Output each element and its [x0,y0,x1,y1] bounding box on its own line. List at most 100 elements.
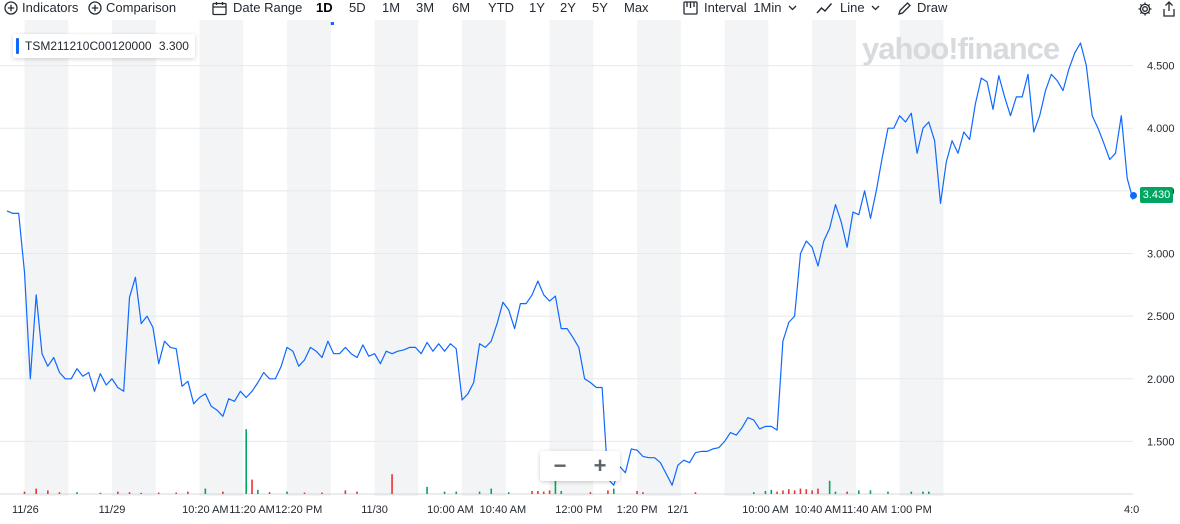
x-tick-label: 1:20 PM [617,504,658,516]
zoom-controls: − + [540,451,620,481]
x-tick-label: 10:20 AM [182,504,228,516]
draw-button[interactable]: Draw [897,0,947,18]
y-tick-label: 3.000 [1147,248,1175,260]
volume-bar [47,490,49,494]
indicators-button[interactable]: Indicators [4,0,78,18]
volume-bar [922,491,924,494]
volume-bar [140,492,142,494]
settings-gear-icon[interactable] [1137,1,1153,17]
x-tick-label: 11/29 [99,504,126,516]
range-1d[interactable]: 1D [316,0,333,15]
volume-bar [787,489,790,494]
volume-bar [251,479,253,494]
volume-bar [99,492,102,494]
volume-bar [537,491,539,494]
volume-bar [321,492,323,494]
draw-label: Draw [917,0,948,15]
volume-bar [303,492,306,494]
session-band [549,20,594,496]
interval-dropdown[interactable]: Interval 1Min [683,0,797,18]
session-band [812,20,856,496]
comparison-button[interactable]: Comparison [88,0,176,18]
range-1y[interactable]: 1Y [529,0,545,15]
range-6m[interactable]: 6M [452,0,471,15]
range-5d[interactable]: 5D [349,0,366,15]
range-max[interactable]: Max [624,0,649,15]
volume-bar [356,491,358,494]
date-range-button[interactable]: Date Range [212,0,302,18]
range-ytd[interactable]: YTD [488,0,514,15]
range-5y[interactable]: 5Y [592,0,608,15]
volume-bar [257,489,259,494]
volume-bar [443,491,446,494]
price-line [6,42,1134,486]
y-tick-label: 4.000 [1147,123,1175,135]
volume-bar [23,491,26,494]
x-tick-label: 10:00 AM [742,504,788,516]
chart-type-dropdown[interactable]: Line [816,0,880,18]
y-tick-label: 1.500 [1147,436,1175,448]
legend-symbol: TSM211210C00120000 [25,39,152,53]
volume-bar [560,491,563,494]
volume-bar [286,491,288,494]
volume-bar [344,490,347,494]
volume-bar [589,492,592,494]
x-tick-label: 10:40 AM [480,504,526,516]
volume-bar [828,480,831,494]
range-3m[interactable]: 3M [416,0,435,15]
x-tick-label: 11/30 [361,504,388,516]
volume-bar [770,489,773,494]
legend-value: 3.300 [158,39,189,53]
x-tick-label: 10:40 AM [795,504,841,516]
volume-bar [793,490,796,494]
session-band [24,20,69,496]
volume-bar [642,492,644,494]
volume-bar [548,490,551,494]
x-tick-label: 12:20 PM [275,504,322,516]
volume-bar [187,491,189,494]
y-tick-label: 4.500 [1147,61,1175,73]
yahoo-finance-watermark: yahoo!finance [862,31,1060,66]
session-band [462,20,506,496]
volume-bar [507,492,510,494]
series-legend[interactable]: TSM211210C00120000 3.300 [13,34,195,58]
volume-bar [245,429,248,494]
session-band [287,20,331,496]
volume-bar [391,474,393,494]
volume-bar [887,491,889,494]
volume-bar [694,492,697,494]
volume-bar [35,488,37,494]
volume-bar [478,491,481,494]
calendar-icon [212,2,227,16]
share-icon[interactable] [1162,1,1176,17]
volume-bars [23,429,930,494]
chart-type-label: Line [840,0,865,15]
volume-bar [204,488,207,494]
volume-bar [782,490,784,494]
zoom-in-button[interactable]: + [593,453,607,478]
volume-bar [817,488,819,494]
y-tick-label: 2.500 [1147,311,1175,323]
price-series-line [6,42,1134,486]
x-tick-label: 4:0 [1124,504,1139,516]
comparison-label: Comparison [106,0,177,15]
x-tick-label: 1:00 PM [891,504,932,516]
session-band [724,20,769,496]
ruler-icon [683,1,698,15]
x-tick-label: 11/26 [12,504,39,516]
volume-bar [928,491,930,494]
line-chart-icon [816,3,833,14]
session-band [637,20,681,496]
zoom-out-button[interactable]: − [553,453,567,478]
range-2y[interactable]: 2Y [560,0,576,15]
indicators-label: Indicators [22,0,79,15]
volume-bar [636,491,638,494]
volume-bar [542,491,545,494]
date-range-label: Date Range [233,0,303,15]
volume-bar [752,492,755,494]
volume-bar [58,492,61,494]
volume-bar [764,491,767,494]
range-1m[interactable]: 1M [382,0,401,15]
